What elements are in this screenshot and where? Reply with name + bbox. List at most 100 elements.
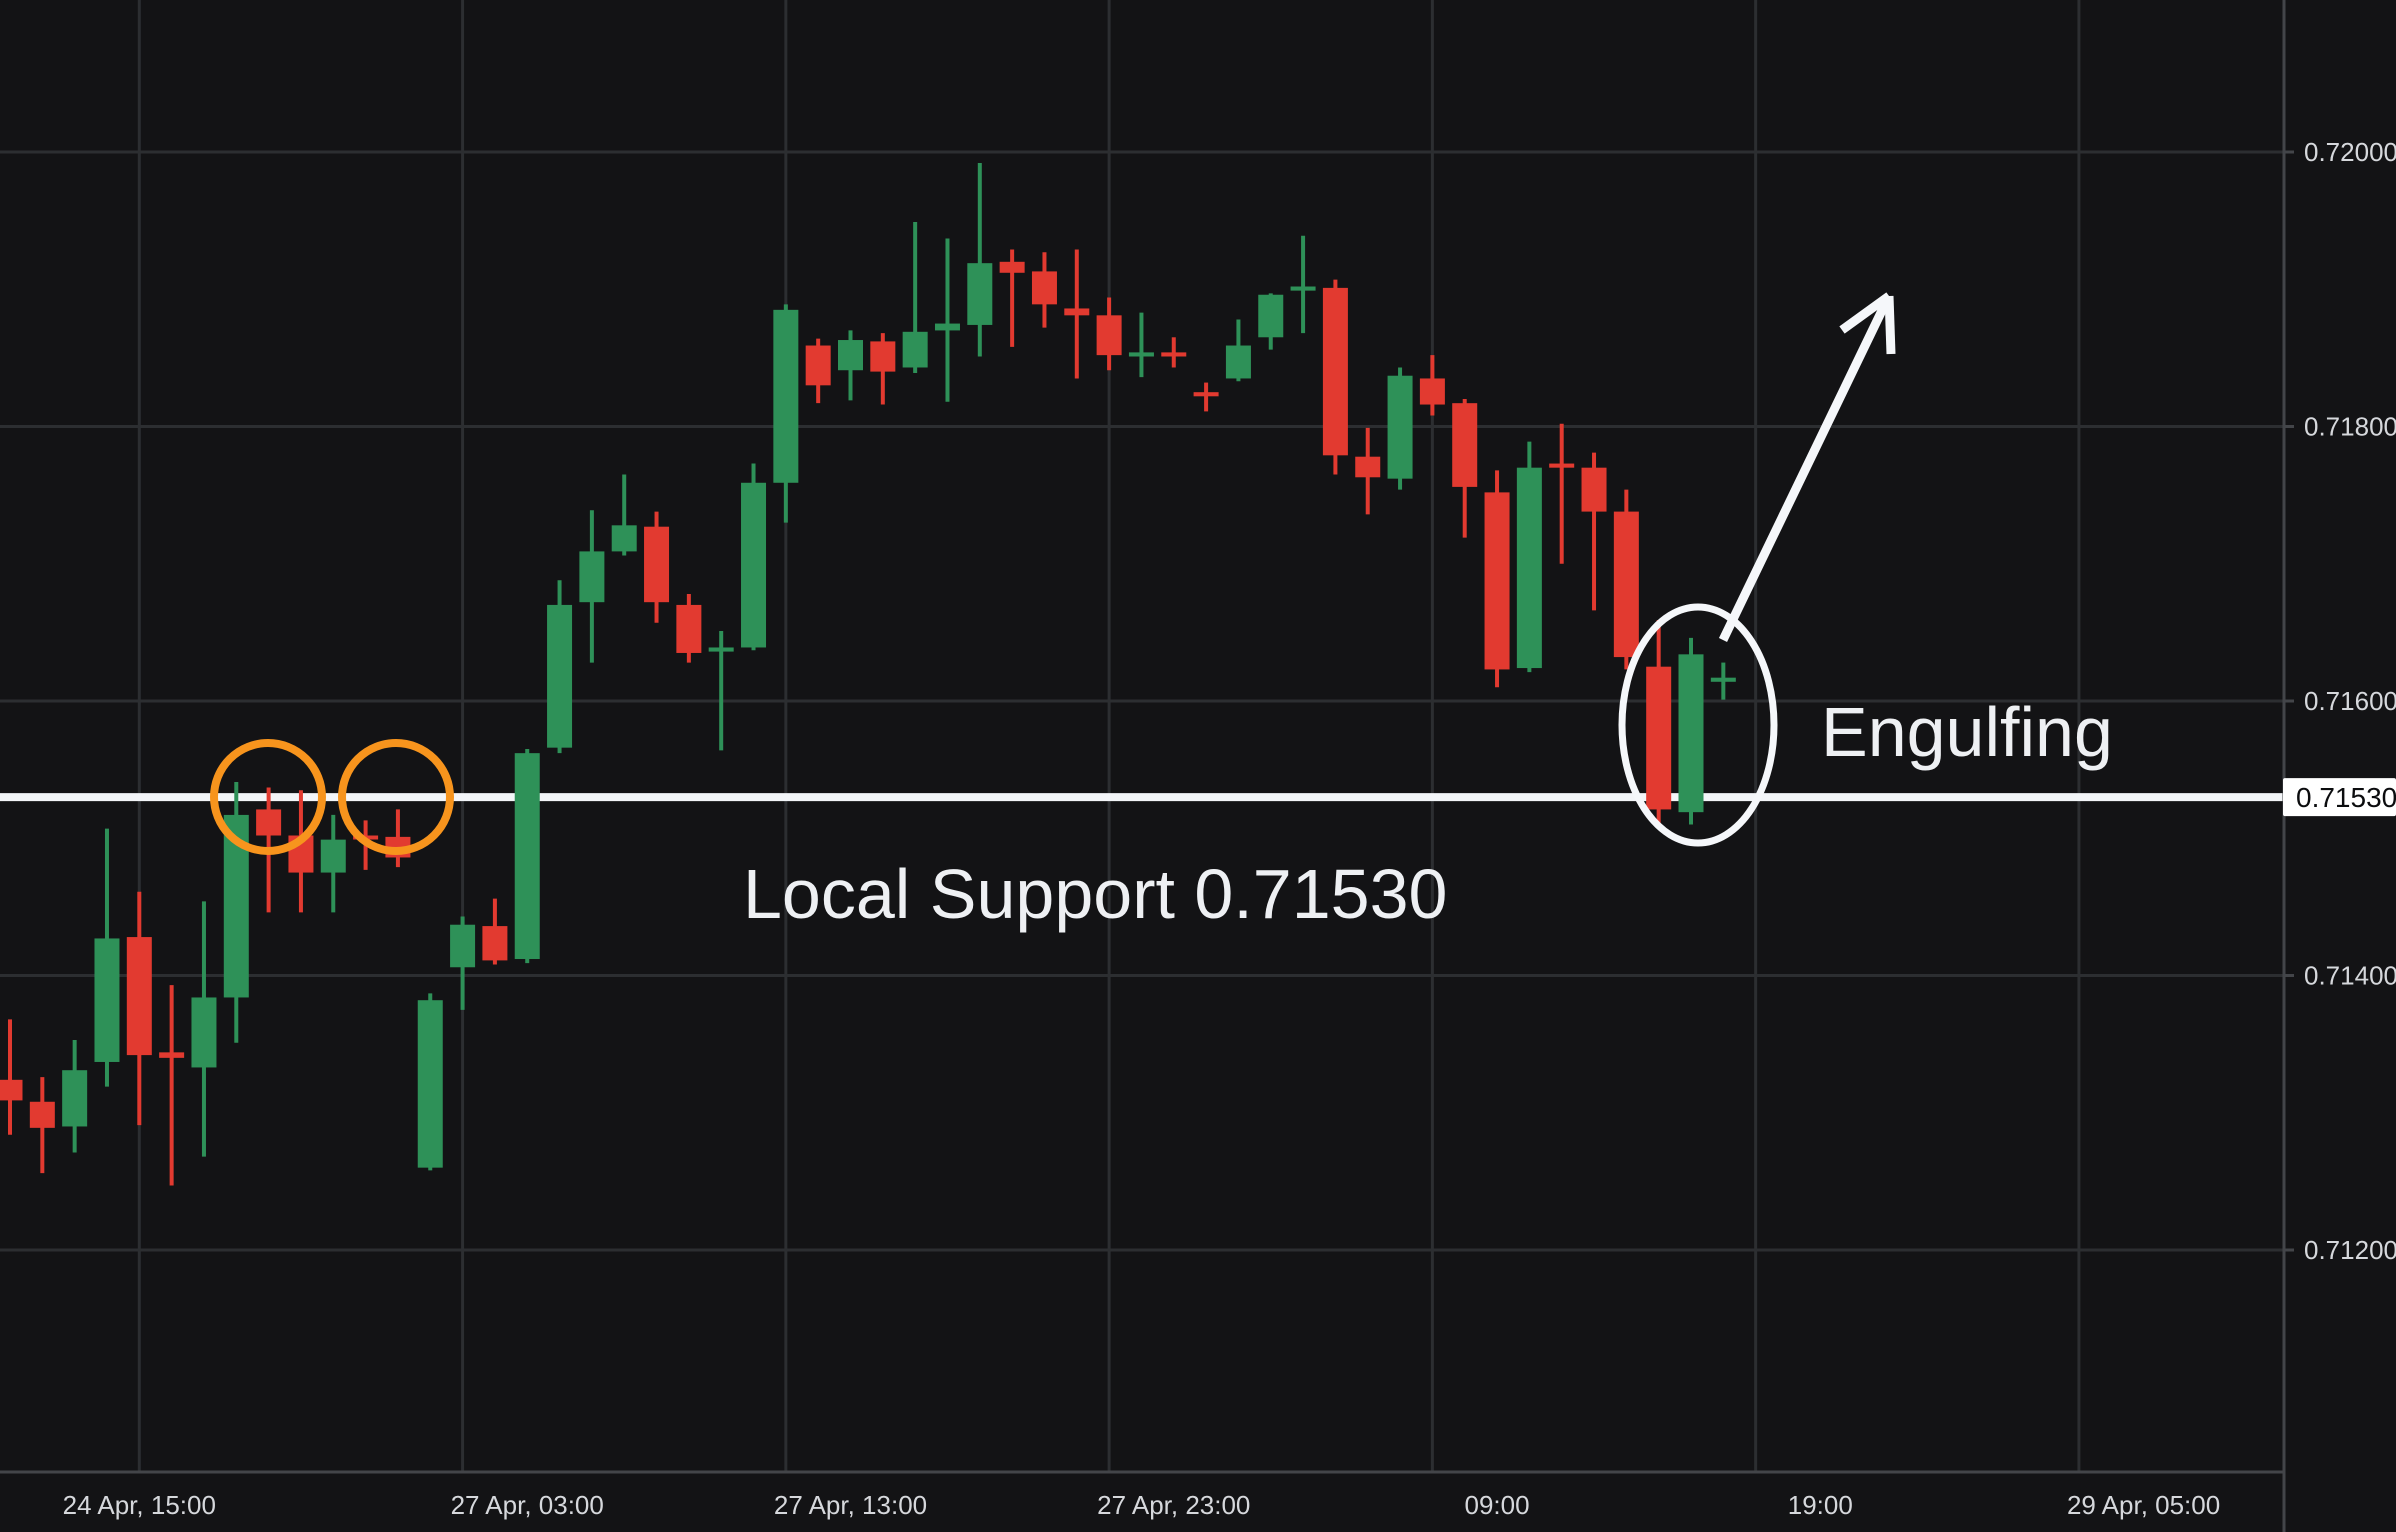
time-tick-label: 29 Apr, 05:00 [2067, 1490, 2220, 1520]
candles [0, 162, 1736, 1186]
candle-body [450, 924, 476, 968]
candle-down [1646, 620, 1672, 828]
candle-body [126, 937, 152, 1056]
arrow-head [1839, 292, 1892, 334]
price-tick-label: 0.71800 [2304, 412, 2396, 442]
candle-body [967, 263, 993, 325]
local-support-caption: Local Support 0.71530 [743, 855, 1447, 933]
candle-down [1355, 427, 1381, 515]
candle-down [1193, 382, 1219, 412]
candle-body [256, 809, 282, 836]
candle-body [62, 1070, 88, 1127]
candle-down [159, 985, 185, 1186]
candle-body [1387, 375, 1413, 479]
orange-circle-marker [338, 739, 454, 855]
candle-body [579, 551, 605, 603]
time-tick-label: 19:00 [1788, 1490, 1853, 1520]
candle-up [773, 304, 799, 523]
candle-up [1387, 367, 1413, 490]
candle-body [999, 261, 1025, 273]
candle-down [1484, 470, 1510, 688]
candle-body [191, 997, 217, 1068]
candle-body [1193, 392, 1219, 397]
candle-body [1355, 456, 1381, 478]
candle-down [870, 333, 896, 405]
candle-body [1516, 467, 1542, 669]
candle-body [1031, 271, 1057, 305]
candle-body [1258, 294, 1284, 338]
candle-body [1096, 315, 1122, 356]
price-tick-label: 0.71600 [2304, 686, 2396, 716]
double-bottom-circle-markers [210, 739, 454, 855]
candle-body [1290, 286, 1316, 291]
candle-body [1710, 677, 1736, 682]
candle-down [0, 1019, 23, 1135]
candle-body [1128, 352, 1154, 357]
candle-down [482, 898, 508, 965]
candle-body [1452, 403, 1478, 487]
annotations: Local Support 0.71530 Engulfing [210, 292, 2113, 933]
time-tick-label: 27 Apr, 13:00 [774, 1490, 927, 1520]
candle-body [514, 753, 540, 960]
candle-body [320, 839, 346, 873]
candle-body [0, 1079, 23, 1101]
price-axis[interactable]: 0.72000 0.71800 0.71600 0.71400 0.71200 0.71… [2282, 0, 2396, 1532]
candle-body [1419, 378, 1445, 405]
candle-up [967, 162, 993, 357]
candle-up [1678, 637, 1704, 825]
price-tick-label: 0.71200 [2304, 1235, 2396, 1265]
chart-plot-area[interactable] [0, 0, 2284, 1472]
candle-body [838, 340, 864, 371]
time-tick-label: 27 Apr, 03:00 [451, 1490, 604, 1520]
candle-down [1419, 355, 1445, 416]
time-axis[interactable]: 24 Apr, 15:00 27 Apr, 03:00 27 Apr, 13:00 2… [0, 1470, 2284, 1520]
candle-up [1516, 441, 1542, 673]
candle-up [320, 814, 346, 913]
candle-body [1581, 467, 1607, 512]
candle-up [417, 993, 443, 1171]
engulfing-ellipse-marker [1618, 603, 1778, 847]
candle-body [870, 341, 896, 372]
arrow-shaft [1718, 294, 1894, 642]
time-axis-labels: 24 Apr, 15:00 27 Apr, 03:00 27 Apr, 13:00 2… [63, 1490, 2221, 1520]
candle-up [1710, 662, 1736, 700]
candle-down [644, 511, 670, 623]
time-tick-label: 27 Apr, 23:00 [1097, 1490, 1250, 1520]
candle-down [676, 593, 702, 663]
candle-body [159, 1052, 185, 1058]
candle-body [1613, 511, 1639, 658]
candle-up [94, 828, 120, 1087]
candle-body [708, 647, 734, 652]
grid [0, 0, 2284, 1472]
candle-body [676, 604, 702, 653]
candle-down [805, 338, 831, 404]
candle-up [547, 580, 573, 754]
candle-up [450, 916, 476, 1010]
candle-down [1031, 252, 1057, 328]
candle-down [1613, 489, 1639, 670]
support-price-badge-label: 0.71530 [2296, 782, 2396, 813]
candle-down [1581, 452, 1607, 611]
candle-body [1678, 654, 1704, 813]
candle-down [1322, 279, 1348, 475]
candle-body [1646, 666, 1672, 810]
candle-body [644, 526, 670, 603]
candle-up [1258, 293, 1284, 350]
price-tick-label: 0.72000 [2304, 137, 2396, 167]
candle-down [1161, 337, 1187, 368]
candle-body [611, 525, 637, 552]
orange-circle-marker [210, 739, 326, 855]
candle-down [126, 891, 152, 1126]
candle-down [1064, 249, 1090, 379]
candle-body [1225, 345, 1251, 379]
time-tick-label: 24 Apr, 15:00 [63, 1490, 216, 1520]
candle-body [741, 482, 767, 648]
candle-up [838, 330, 864, 401]
candle-up [62, 1040, 88, 1153]
candle-body [773, 309, 799, 483]
candle-up [579, 510, 605, 663]
candle-body [1161, 352, 1187, 357]
candle-body [805, 345, 831, 386]
